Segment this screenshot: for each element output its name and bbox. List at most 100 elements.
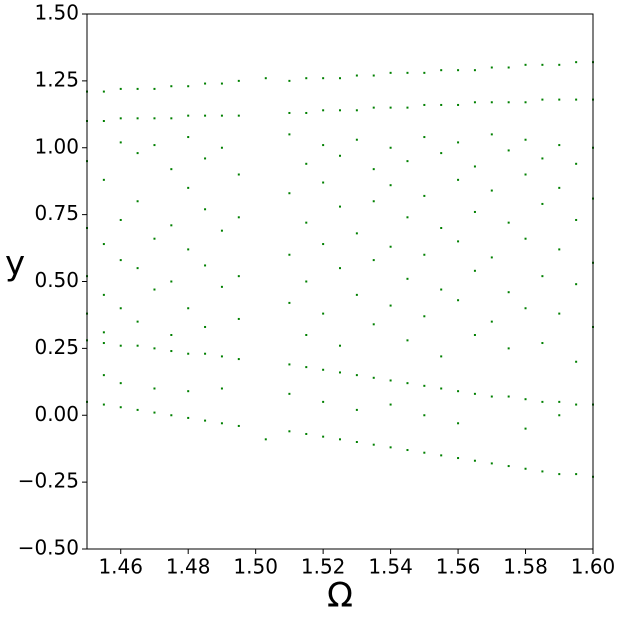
point [288, 192, 291, 195]
point [389, 379, 392, 382]
point [170, 224, 173, 227]
point [237, 424, 240, 427]
point [136, 200, 139, 203]
point [389, 184, 392, 187]
point [237, 275, 240, 278]
point [187, 352, 190, 355]
point [457, 178, 460, 181]
point [473, 392, 476, 395]
point [457, 240, 460, 243]
point [473, 165, 476, 168]
point [170, 168, 173, 171]
point [372, 74, 375, 77]
point [322, 144, 325, 147]
y-tick-label: −0.50 [18, 536, 79, 560]
y-tick-label: 0.00 [34, 402, 79, 426]
point [457, 457, 460, 460]
point [220, 285, 223, 288]
point [204, 114, 207, 117]
point [322, 243, 325, 246]
point [339, 109, 341, 112]
point [136, 87, 139, 90]
point [136, 344, 139, 347]
point [187, 248, 190, 251]
point [237, 114, 240, 117]
point [322, 109, 325, 112]
point [406, 160, 409, 163]
point [524, 237, 527, 240]
point [372, 323, 375, 326]
point [575, 98, 578, 101]
point [558, 63, 561, 66]
point [170, 280, 173, 283]
point [119, 218, 122, 221]
point [372, 106, 375, 109]
point [575, 283, 578, 286]
point [153, 117, 156, 120]
point [237, 358, 240, 361]
point [355, 74, 358, 77]
point [322, 400, 325, 403]
point [423, 71, 426, 74]
point [153, 87, 156, 90]
y-axis-label: y [5, 244, 25, 284]
point [490, 66, 493, 69]
point [355, 408, 358, 411]
point [507, 66, 510, 69]
point [389, 106, 392, 109]
point [524, 101, 527, 104]
point [305, 162, 308, 165]
point [372, 200, 375, 203]
point [170, 85, 173, 88]
point [339, 371, 341, 374]
y-tick-label: −0.25 [18, 469, 79, 493]
point [187, 114, 190, 117]
point [558, 473, 561, 476]
point [102, 178, 105, 181]
point [507, 395, 510, 398]
point [406, 106, 409, 109]
x-tick-label: 1.56 [436, 555, 481, 579]
point [322, 312, 325, 315]
point [440, 152, 443, 155]
point [507, 101, 510, 104]
point [406, 216, 409, 219]
point [423, 315, 426, 318]
point [355, 293, 358, 296]
y-tick-label: 1.50 [34, 1, 79, 25]
point [575, 360, 578, 363]
point [490, 256, 493, 259]
point [204, 264, 207, 267]
point [355, 441, 358, 443]
point [102, 374, 105, 377]
point [507, 149, 510, 152]
point [440, 288, 443, 291]
x-tick-label: 1.58 [503, 555, 548, 579]
point [119, 259, 122, 262]
x-tick-label: 1.60 [571, 555, 616, 579]
point [339, 344, 341, 347]
point [507, 291, 510, 294]
point [389, 403, 392, 406]
point [264, 77, 267, 80]
point [457, 69, 460, 72]
point [524, 427, 527, 430]
point [170, 117, 173, 120]
point [339, 438, 341, 441]
point [558, 186, 561, 189]
point [204, 208, 207, 211]
point [524, 398, 527, 401]
point [423, 136, 426, 139]
point [541, 157, 544, 160]
point [473, 101, 476, 104]
point [102, 293, 105, 296]
point [440, 69, 443, 72]
point [524, 307, 527, 310]
point [457, 422, 460, 425]
point [288, 301, 291, 304]
y-tick-label: 1.25 [34, 67, 79, 91]
point [558, 248, 561, 251]
point [541, 98, 544, 101]
